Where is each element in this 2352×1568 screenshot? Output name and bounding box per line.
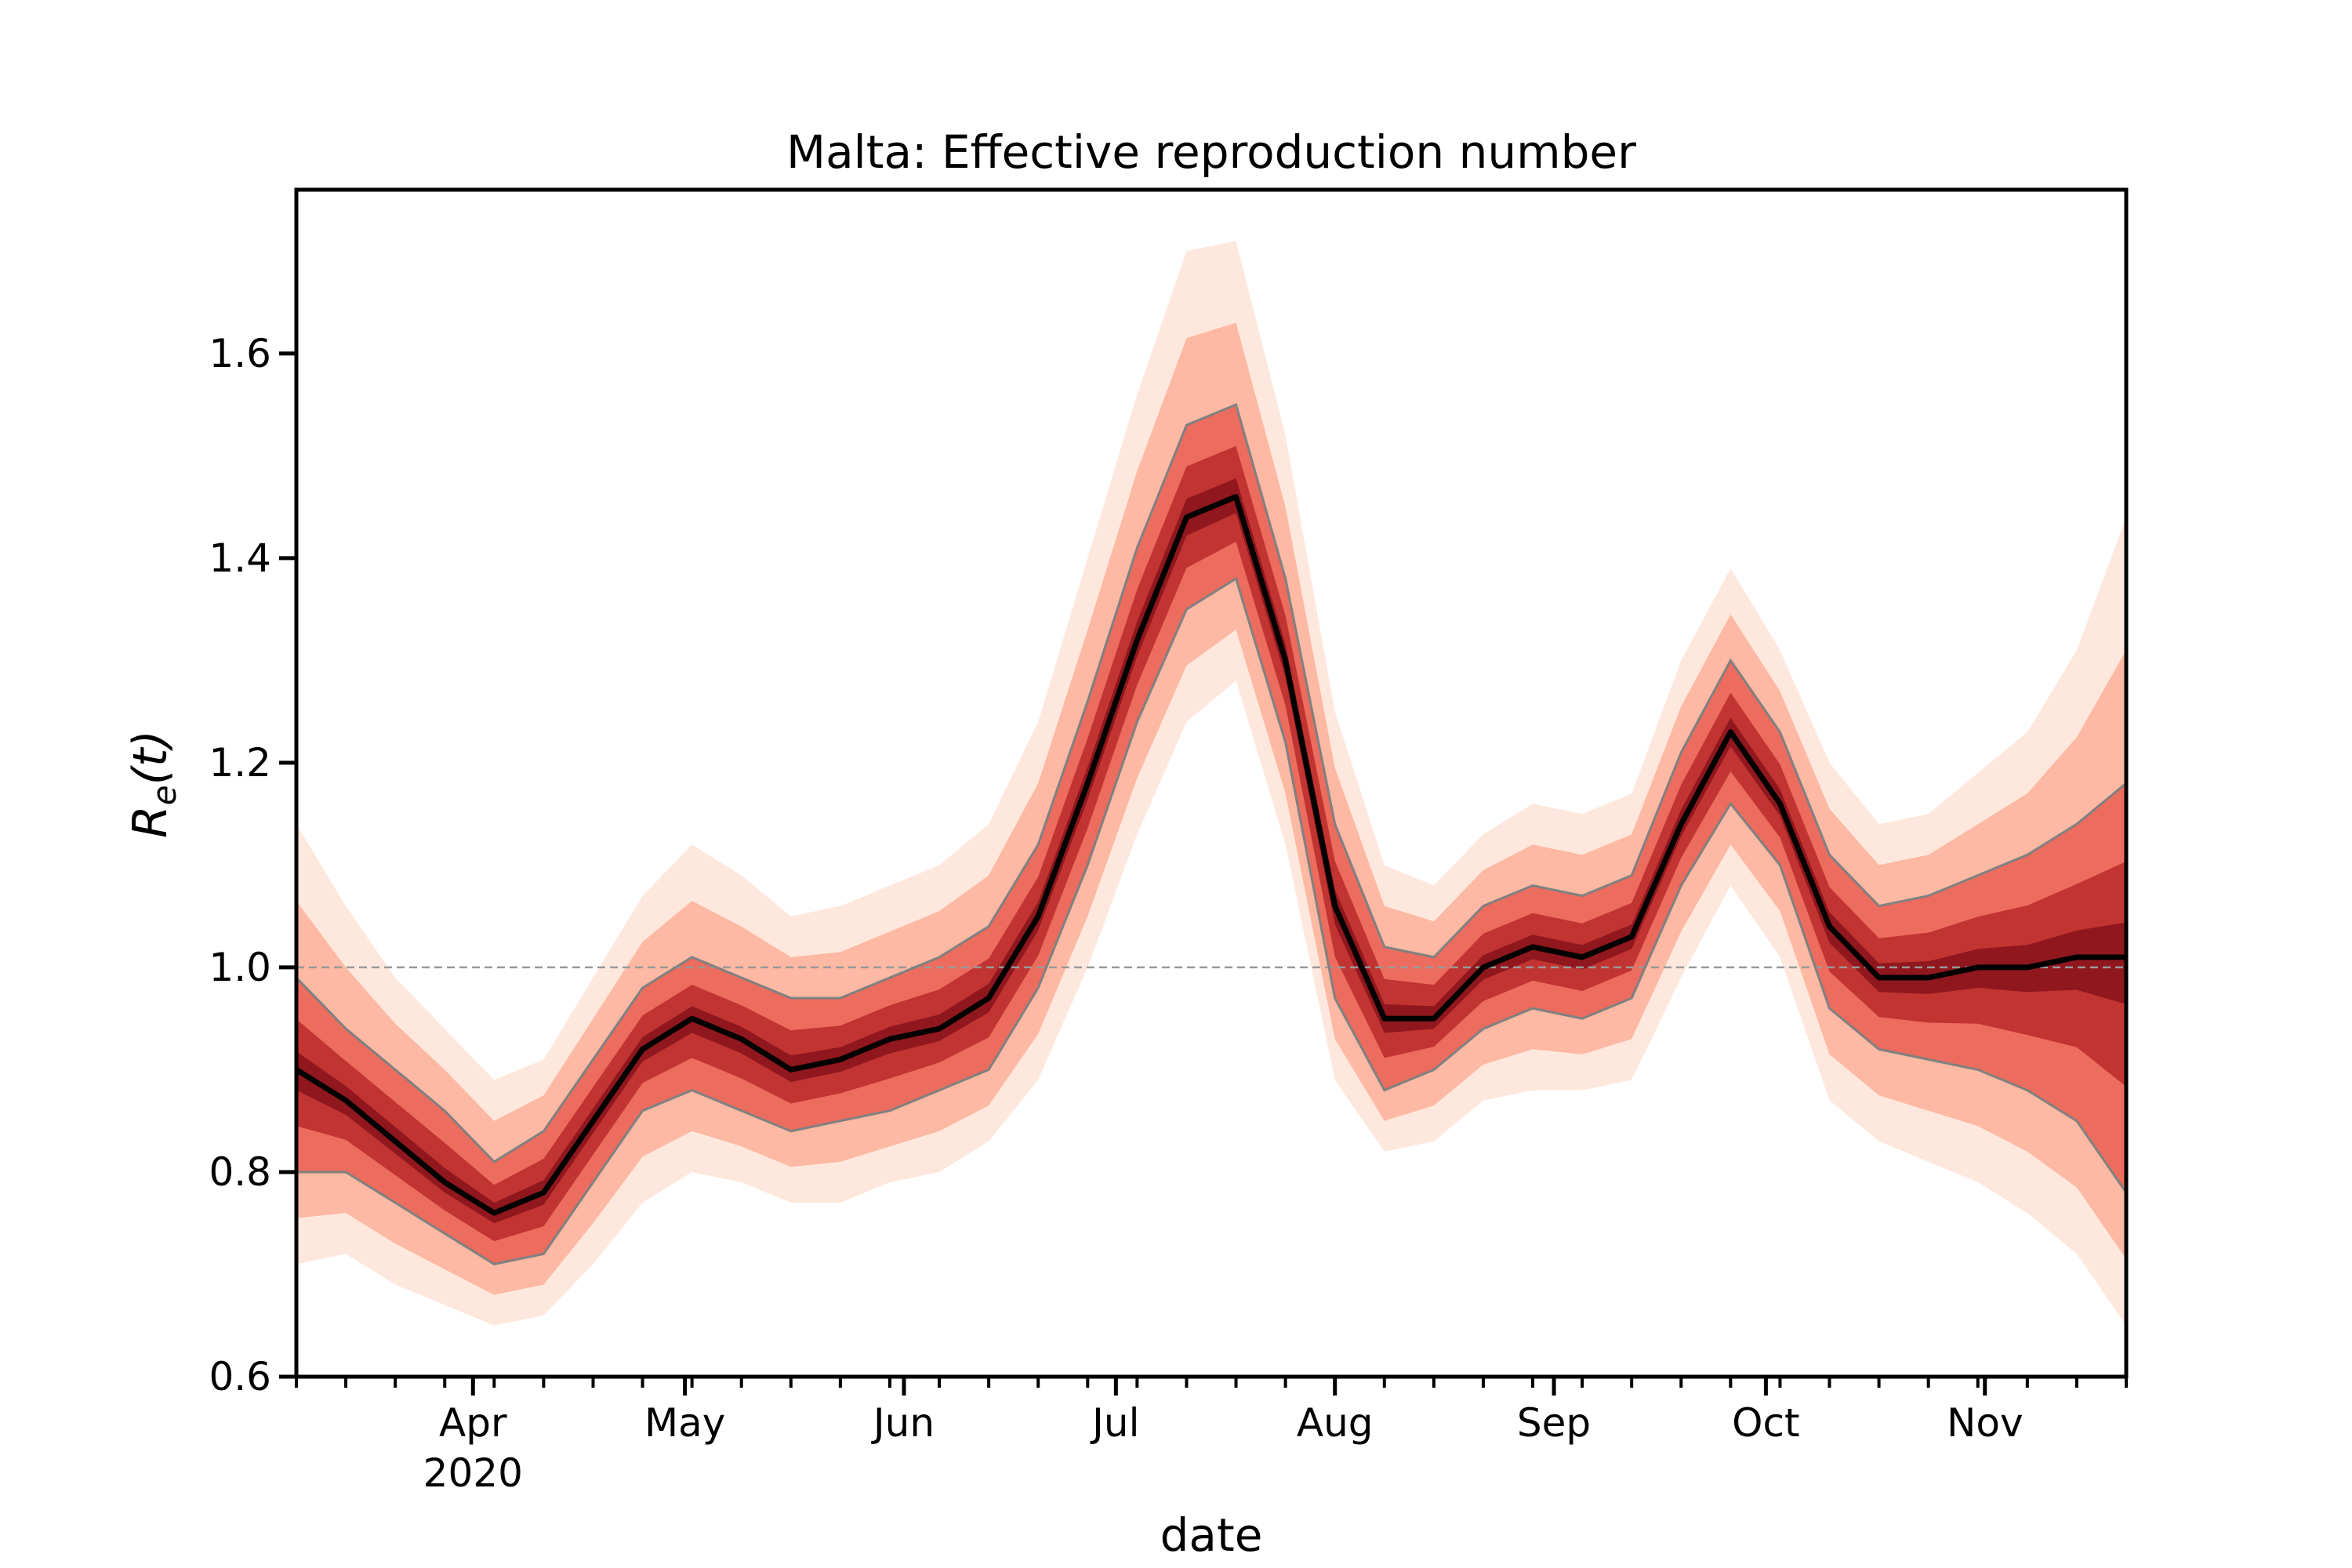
y-tick-label: 0.6: [209, 1354, 271, 1399]
y-tick-label: 1.2: [209, 740, 271, 786]
x-tick-label: Oct: [1732, 1400, 1799, 1446]
x-tick-label: Sep: [1517, 1400, 1591, 1446]
median-line-group: [295, 494, 2126, 1216]
y-axis-label-rest: (t): [123, 730, 178, 785]
y-axis-label: Re(t): [123, 730, 183, 838]
x-tick-label: Jun: [871, 1400, 935, 1446]
x-tick-sublabel: 2020: [423, 1450, 523, 1496]
credible-bands: [296, 241, 2126, 1326]
inner-band-edges: [295, 403, 2128, 1265]
x-tick-label: Nov: [1947, 1400, 2024, 1446]
band-level-5: [296, 478, 2126, 1224]
y-axis-label-sub: e: [145, 785, 183, 805]
y-tick-label: 1.6: [209, 331, 271, 376]
x-tick-label: Jul: [1090, 1400, 1139, 1446]
y-tick-label: 1.4: [209, 535, 271, 581]
y-tick-label: 0.8: [209, 1149, 271, 1195]
plot-frame: [294, 187, 2129, 1379]
lower-band-edge: [296, 576, 2128, 1265]
x-axis-label: date: [1160, 1508, 1263, 1562]
chart-title: Malta: Effective reproduction number: [786, 125, 1636, 179]
y-axis-label-main: R: [123, 805, 178, 838]
y-tick-label: 1.0: [209, 945, 271, 990]
x-tick-label: Apr: [439, 1400, 507, 1446]
median-line: [295, 494, 2126, 1216]
upper-band-edge: [295, 403, 2127, 1163]
x-tick-label: May: [644, 1400, 725, 1446]
x-tick-label: Aug: [1297, 1400, 1374, 1446]
y-axis: 0.6 0.8 1.0 1.2 1.4 1.6: [209, 331, 296, 1399]
